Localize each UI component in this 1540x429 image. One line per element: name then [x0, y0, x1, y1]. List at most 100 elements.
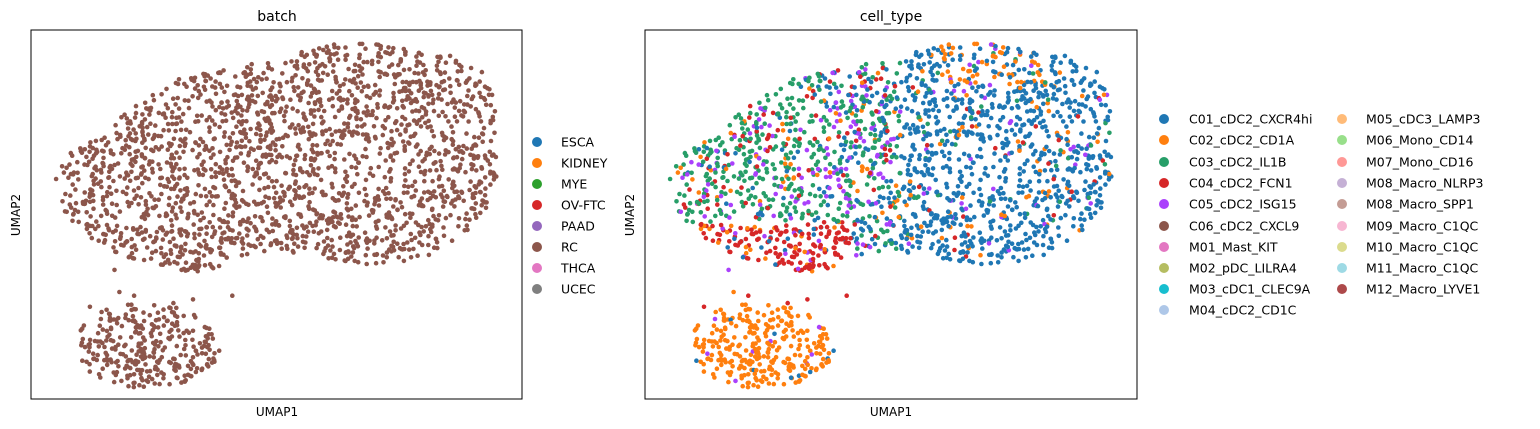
cell-type-point: [821, 125, 827, 130]
batch-point: [384, 250, 390, 255]
batch-point: [125, 185, 130, 190]
batch-point: [196, 251, 202, 256]
batch-point: [319, 114, 324, 120]
cell-type-legend-item[interactable]: M05_cDC3_LAMP3: [1337, 112, 1480, 127]
batch-legend-item[interactable]: ESCA: [532, 135, 595, 150]
cell-type-legend-item[interactable]: M12_Macro_LYVE1: [1337, 282, 1480, 297]
batch-point: [342, 121, 347, 126]
cell-type-point: [764, 136, 770, 142]
batch-point: [402, 183, 407, 189]
batch-point: [438, 54, 443, 59]
cell-type-legend-item[interactable]: C02_cDC2_CD1A: [1159, 133, 1295, 148]
cell-type-point: [882, 87, 888, 93]
cell-type-point: [813, 210, 819, 215]
cell-type-point: [819, 362, 824, 368]
cell-type-legend-item[interactable]: C04_cDC2_FCN1: [1159, 176, 1293, 191]
batch-legend-item[interactable]: KIDNEY: [532, 156, 608, 171]
batch-point: [402, 166, 408, 171]
cell-type-legend-item[interactable]: C03_cDC2_IL1B: [1159, 155, 1287, 170]
cell-type-point: [1017, 211, 1023, 217]
batch-point: [158, 262, 164, 267]
batch-point: [230, 115, 236, 121]
cell-type-legend-item[interactable]: M04_cDC2_CD1C: [1159, 303, 1297, 318]
cell-type-legend-item[interactable]: M01_Mast_KIT: [1159, 240, 1278, 255]
cell-type-point: [866, 199, 871, 205]
cell-type-legend-item[interactable]: C06_cDC2_CXCL9: [1159, 219, 1299, 234]
cell-type-point: [1000, 140, 1005, 146]
cell-type-point: [1079, 146, 1084, 151]
cell-type-legend-item[interactable]: M11_Macro_C1QC: [1337, 261, 1479, 276]
batch-point: [202, 238, 207, 244]
cell-type-point: [929, 211, 934, 216]
cell-type-point: [820, 342, 826, 348]
cell-type-point: [930, 166, 936, 171]
cell-type-point: [979, 113, 984, 118]
cell-type-point: [997, 191, 1002, 197]
batch-point: [195, 212, 200, 218]
cell-type-point: [997, 174, 1002, 180]
cell-type-legend-item[interactable]: M07_Mono_CD16: [1337, 155, 1473, 170]
batch-point: [477, 79, 483, 84]
batch-point: [102, 357, 107, 363]
cell-type-point: [838, 255, 844, 260]
batch-point: [207, 220, 212, 225]
batch-point: [260, 90, 266, 96]
batch-point: [480, 139, 486, 145]
cell-type-point: [715, 231, 720, 237]
batch-point: [385, 145, 391, 151]
cell-type-point: [1013, 226, 1019, 231]
batch-legend-item[interactable]: OV-FTC: [532, 198, 606, 213]
cell-type-legend-item[interactable]: M09_Macro_C1QC: [1337, 219, 1479, 234]
cell-type-point: [1072, 165, 1077, 171]
batch-point: [109, 201, 115, 206]
cell-type-legend-item[interactable]: M06_Mono_CD14: [1337, 133, 1473, 148]
batch-point: [304, 224, 309, 229]
batch-point: [150, 136, 156, 142]
cell-type-point: [1018, 49, 1023, 55]
batch-legend-item[interactable]: UCEC: [532, 282, 596, 297]
cell-type-point: [980, 108, 985, 114]
cell-type-point: [775, 112, 781, 117]
cell-type-point: [787, 212, 793, 218]
cell-type-point: [987, 90, 993, 95]
cell-type-point: [811, 232, 817, 237]
cell-type-legend-item[interactable]: M08_Macro_SPP1: [1337, 197, 1474, 212]
batch-point: [217, 124, 222, 130]
cell-type-point: [790, 328, 795, 333]
batch-legend-item[interactable]: THCA: [532, 261, 596, 276]
cell-type-legend-item[interactable]: M02_pDC_LILRA4: [1159, 261, 1297, 276]
batch-point: [146, 132, 151, 137]
cell-type-legend-item[interactable]: M10_Macro_C1QC: [1337, 240, 1479, 255]
cell-type-legend-item[interactable]: M08_Macro_NLRP3: [1337, 176, 1484, 191]
cell-type-point: [980, 84, 986, 89]
batch-point: [391, 233, 396, 238]
batch-point: [174, 343, 180, 349]
cell-type-point: [740, 133, 745, 139]
batch-point: [269, 179, 275, 184]
batch-point: [107, 332, 112, 338]
cell-type-point: [783, 251, 788, 257]
cell-type-point: [995, 253, 1000, 258]
cell-type-point: [759, 124, 764, 130]
cell-type-point: [1015, 139, 1021, 144]
cell-type-legend-item[interactable]: C01_cDC2_CXCR4hi: [1159, 112, 1312, 127]
batch-point: [330, 185, 335, 190]
batch-point: [177, 249, 183, 255]
batch-legend-item[interactable]: RC: [532, 240, 578, 255]
cell-type-legend-item[interactable]: C05_cDC2_ISG15: [1159, 197, 1297, 212]
batch-point: [141, 310, 146, 315]
cell-type-point: [772, 166, 777, 172]
cell-type-point: [687, 200, 693, 206]
cell-type-point: [954, 193, 960, 199]
batch-legend-item[interactable]: MYE: [532, 177, 587, 192]
batch-point: [229, 195, 234, 201]
batch-point: [179, 119, 184, 124]
batch-point: [161, 376, 166, 381]
batch-point: [143, 202, 149, 207]
batch-point: [165, 121, 171, 127]
batch-legend-item[interactable]: PAAD: [532, 219, 595, 234]
cell-type-point: [739, 376, 744, 381]
cell-type-legend-item[interactable]: M03_cDC1_CLEC9A: [1159, 282, 1311, 297]
cell-type-point: [757, 198, 763, 204]
cell-type-point: [940, 255, 946, 261]
